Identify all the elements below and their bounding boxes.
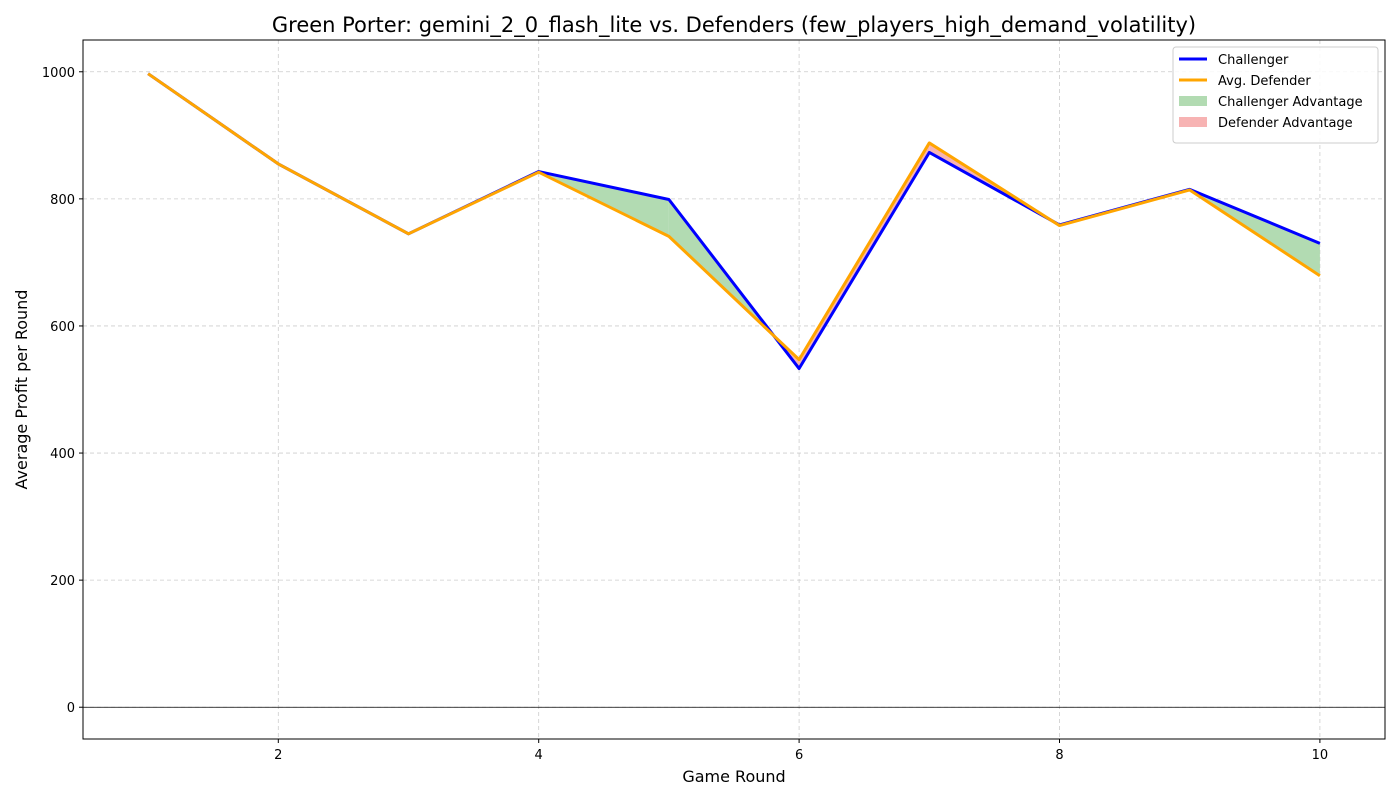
chart-title: Green Porter: gemini_2_0_flash_lite vs. … (272, 13, 1196, 38)
y-tick-label: 600 (50, 320, 75, 335)
x-tick-label: 2 (274, 748, 282, 763)
y-tick-label: 200 (50, 574, 75, 589)
legend-item-label: Defender Advantage (1218, 116, 1353, 131)
legend: Challenger Avg. Defender Challenger Advant… (1172, 46, 1379, 144)
legend-patch-swatch (1179, 96, 1207, 106)
y-tick-label: 800 (50, 193, 75, 208)
x-tick-label: 10 (1312, 748, 1329, 763)
x-tick-label: 4 (535, 748, 543, 763)
y-tick-label: 0 (67, 701, 75, 716)
series-lines (147, 72, 1321, 371)
avg-defender-line (147, 72, 1321, 362)
x-tick-label: 8 (1055, 748, 1063, 763)
legend-item-label: Challenger (1218, 53, 1289, 68)
plot-frame (82, 39, 1386, 740)
grid (83, 40, 1385, 739)
y-tick-label: 400 (50, 447, 75, 462)
axis-ticks: 2 4 6 8 10 0 200 400 600 800 1000 (42, 66, 1328, 763)
legend-item-label: Challenger Advantage (1218, 95, 1363, 110)
legend-box (1172, 46, 1379, 144)
x-axis-label: Game Round (682, 767, 785, 786)
challenger-line (147, 72, 1321, 371)
y-axis-label: Average Profit per Round (12, 290, 31, 490)
y-tick-label: 1000 (42, 66, 75, 81)
legend-item-label: Avg. Defender (1218, 74, 1311, 89)
x-tick-label: 6 (795, 748, 803, 763)
legend-patch-swatch (1179, 117, 1207, 127)
